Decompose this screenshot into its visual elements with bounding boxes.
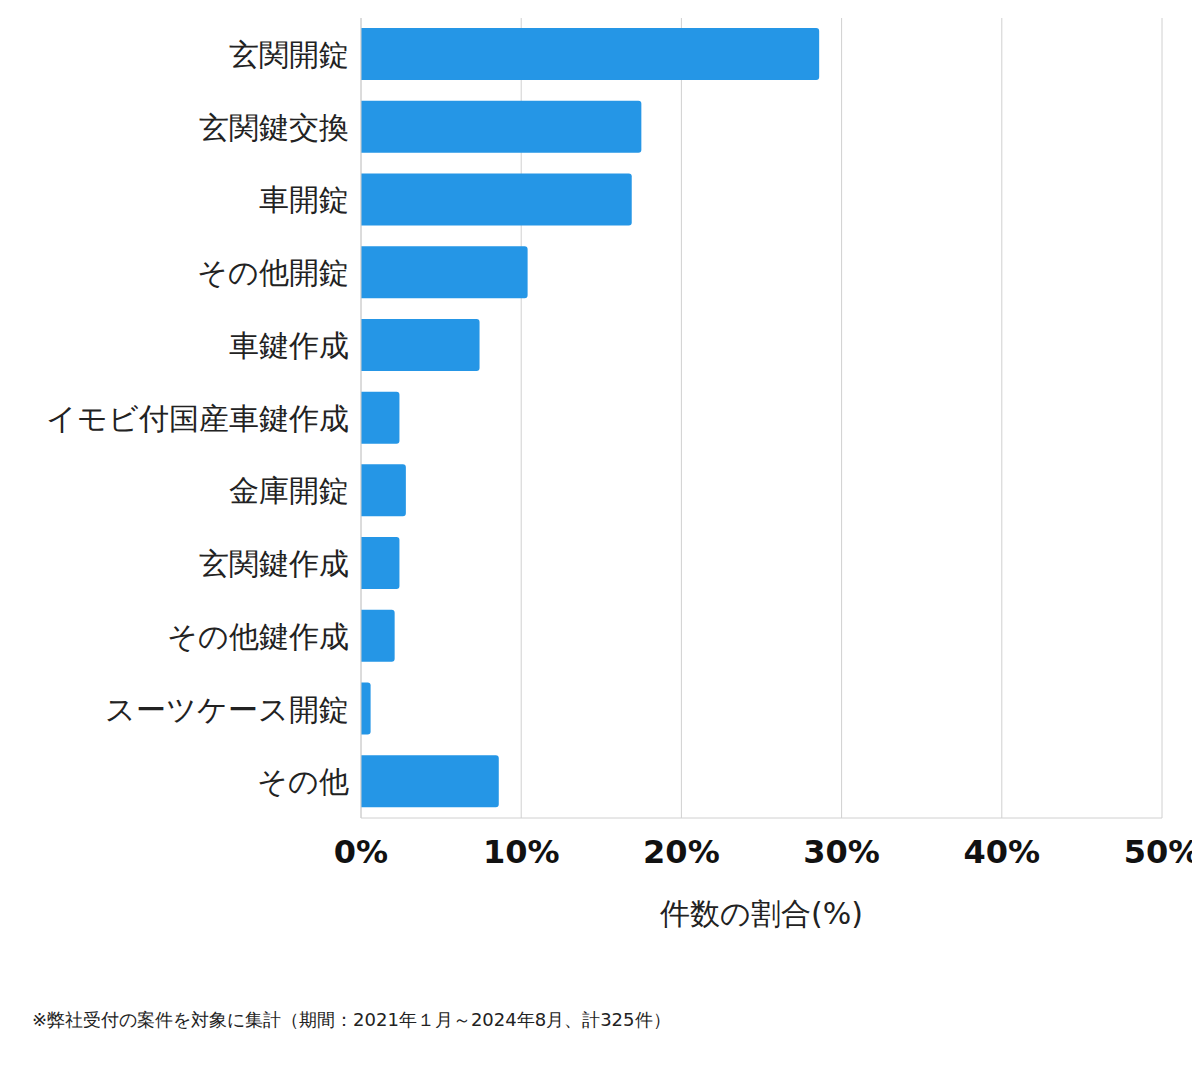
svg-text:玄関開錠: 玄関開錠 xyxy=(229,37,349,72)
svg-text:その他: その他 xyxy=(257,764,349,799)
svg-text:50%: 50% xyxy=(1124,833,1192,871)
svg-text:車鍵作成: 車鍵作成 xyxy=(229,328,349,363)
svg-text:0%: 0% xyxy=(334,833,388,871)
html-text:※弊社受付の案件を対象に集計（期間：2021年１月～2024: ※弊社受付の案件を対象に集計（期間：2021年１月～2024年8月、計325件） xyxy=(32,1009,671,1030)
svg-text:40%: 40% xyxy=(964,833,1041,871)
svg-text:車開錠: 車開錠 xyxy=(259,182,349,217)
svg-text:件数の割合(%): 件数の割合(%) xyxy=(660,896,863,931)
svg-text:その他鍵作成: その他鍵作成 xyxy=(167,619,349,654)
svg-text:玄関鍵交換: 玄関鍵交換 xyxy=(199,110,349,145)
svg-text:10%: 10% xyxy=(483,833,560,871)
svg-text:その他開錠: その他開錠 xyxy=(197,255,349,290)
svg-text:イモビ付国産車鍵作成: イモビ付国産車鍵作成 xyxy=(46,401,349,436)
svg-text:30%: 30% xyxy=(803,833,880,871)
svg-text:金庫開錠: 金庫開錠 xyxy=(229,473,349,508)
svg-text:20%: 20% xyxy=(643,833,720,871)
svg-text:玄関鍵作成: 玄関鍵作成 xyxy=(199,546,349,581)
svg-text:スーツケース開錠: スーツケース開錠 xyxy=(105,692,349,727)
